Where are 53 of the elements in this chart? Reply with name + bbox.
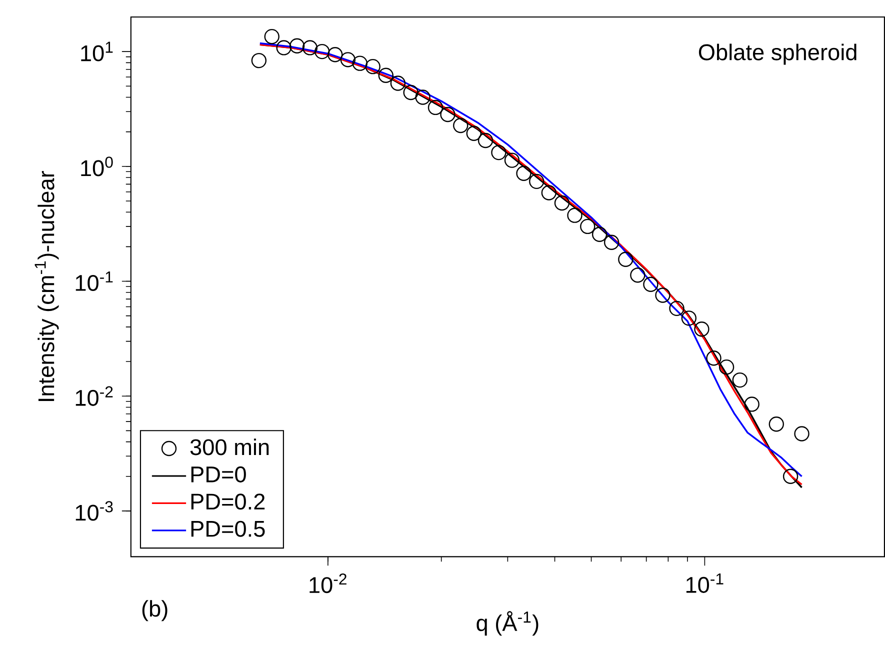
point: [681, 310, 696, 326]
point: [328, 47, 343, 62]
point: [390, 76, 406, 92]
point: [251, 53, 267, 68]
point: [415, 90, 430, 106]
point: [541, 185, 557, 201]
point: [732, 372, 748, 388]
point: [718, 360, 734, 375]
y-tick-label: 10$^{-2}$: [76, 386, 113, 406]
point: [504, 152, 520, 168]
point: [264, 29, 280, 44]
point: [604, 234, 620, 250]
y-tick-label: 10$^{0}$: [81, 156, 113, 176]
point: [655, 288, 670, 304]
point: [744, 396, 760, 412]
point: [694, 322, 710, 337]
point: [378, 68, 394, 84]
y-tick-label: 10$^{1}$: [81, 42, 113, 62]
point: [403, 85, 418, 100]
y-axis-title: Intensity (cm$^{-1}$)-nuclear: [34, 171, 59, 402]
point: [618, 252, 634, 268]
point: [529, 174, 544, 190]
point: [340, 52, 356, 68]
point: [365, 59, 380, 74]
y-tick-label: 10$^{-1}$: [76, 272, 113, 292]
point: [706, 350, 722, 366]
point: [440, 107, 456, 122]
legend-label: PD=0.2: [191, 494, 265, 510]
point: [276, 40, 292, 56]
legend-label: PD=0: [191, 466, 246, 483]
legend-label: 300 min: [190, 438, 269, 456]
point: [302, 40, 318, 56]
point: [466, 126, 482, 142]
point: [491, 145, 506, 160]
point: [516, 166, 532, 182]
y-tick-label: 10$^{-3}$: [76, 501, 113, 521]
legend-label: PD=0.5: [191, 521, 265, 538]
point: [643, 276, 658, 292]
annotation: Oblate spheroid: [698, 44, 856, 66]
x-axis-title: q (Å$^{-1}$): [476, 611, 538, 636]
point: [567, 208, 582, 224]
point: [580, 219, 596, 234]
point: [428, 100, 444, 116]
point: [314, 44, 330, 60]
point: [478, 133, 494, 148]
point: [669, 301, 684, 316]
text: (b): [142, 600, 168, 622]
point: [554, 196, 570, 211]
point: [453, 118, 468, 134]
point: [592, 226, 608, 242]
point: [289, 38, 305, 54]
point: [352, 56, 368, 72]
point: [630, 268, 646, 283]
